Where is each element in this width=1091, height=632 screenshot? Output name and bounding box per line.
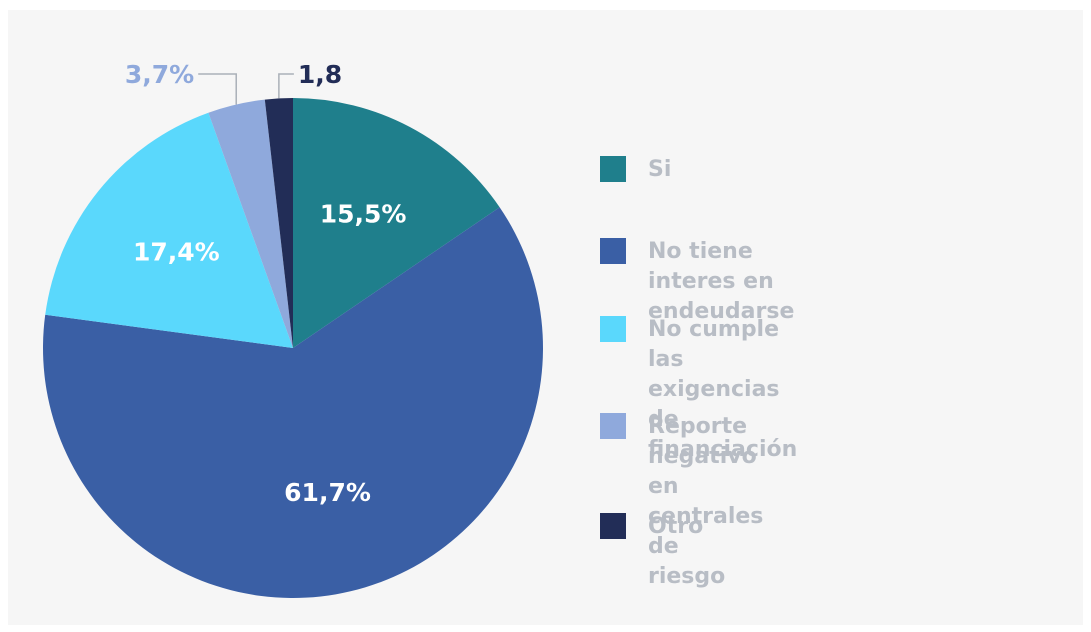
pie-slice bbox=[45, 112, 293, 349]
pie-slice bbox=[264, 98, 293, 348]
legend-label: Si bbox=[648, 157, 672, 182]
legend-swatch bbox=[600, 156, 626, 182]
slice-label: 1,8 bbox=[298, 60, 342, 89]
pie-slice bbox=[293, 98, 500, 348]
legend-swatch bbox=[600, 238, 626, 264]
legend-label: Otro bbox=[648, 514, 704, 539]
leader-line bbox=[278, 73, 294, 99]
legend-swatch bbox=[600, 316, 626, 342]
legend-item: Otro bbox=[600, 512, 703, 542]
pie-slice bbox=[208, 99, 293, 348]
legend-swatch bbox=[600, 513, 626, 539]
legend-label: No cumple las exigencias de financiación bbox=[648, 317, 798, 462]
pie-slice bbox=[43, 207, 544, 598]
slice-label: 3,7% bbox=[125, 60, 194, 89]
legend-label: Reporte negativo en centrales de riesgo bbox=[648, 414, 764, 589]
leader-line bbox=[198, 73, 237, 105]
legend-item: Si bbox=[600, 155, 671, 185]
legend-item: No tiene interes en endeudarse bbox=[600, 237, 794, 327]
slice-label: 17,4% bbox=[133, 238, 220, 267]
legend-item: No cumple las exigencias de financiación bbox=[600, 315, 797, 465]
legend-item: Reporte negativo en centrales de riesgo bbox=[600, 412, 763, 592]
legend-label: No tiene interes en endeudarse bbox=[648, 239, 795, 324]
slice-label: 61,7% bbox=[284, 478, 371, 507]
legend-swatch bbox=[600, 413, 626, 439]
slice-label: 15,5% bbox=[320, 199, 407, 228]
